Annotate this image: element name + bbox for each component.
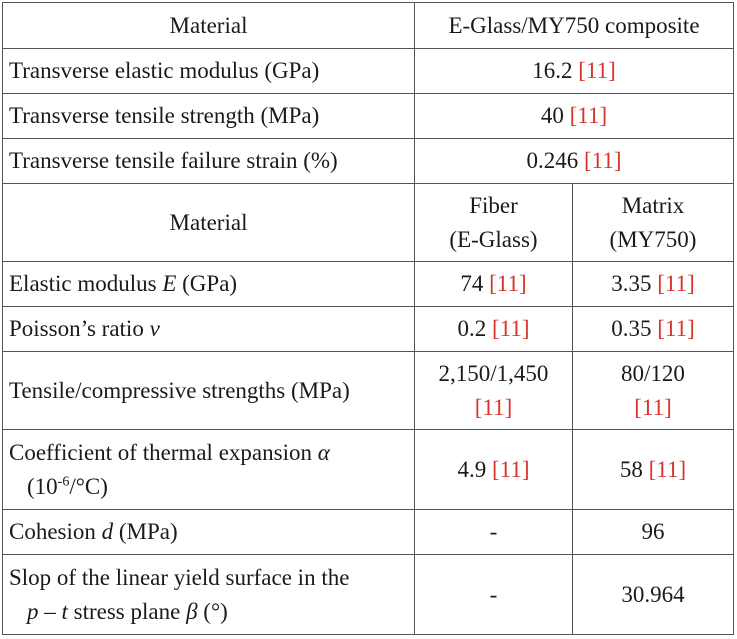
header-material-2: Material	[2, 183, 415, 262]
reference-link[interactable]: [11]	[657, 271, 695, 296]
row-label: Transverse tensile strength (MPa)	[2, 93, 415, 139]
matrix-value: 80/120 [11]	[572, 351, 734, 430]
fiber-value: -	[414, 509, 573, 555]
matrix-value: 3.35 [11]	[572, 261, 734, 307]
row-value: 0.246 [11]	[414, 138, 734, 184]
fiber-value: 74 [11]	[414, 261, 573, 307]
row-label: Transverse tensile failure strain (%)	[2, 138, 415, 184]
reference-link[interactable]: [11]	[492, 316, 530, 341]
matrix-value: 58 [11]	[572, 429, 734, 510]
table-row: Slop of the linear yield surface in the p…	[2, 554, 734, 635]
table-row: Coefficient of thermal expansion α (10-6/…	[2, 429, 734, 510]
row-label: Slop of the linear yield surface in the p…	[2, 554, 415, 635]
reference-link[interactable]: [11]	[578, 58, 616, 83]
table-row: Transverse elastic modulus (GPa) 16.2 [1…	[2, 48, 734, 94]
reference-link[interactable]: [11]	[492, 456, 530, 482]
matrix-value: 30.964	[572, 554, 734, 635]
table-row: Transverse tensile strength (MPa) 40 [11…	[2, 93, 734, 139]
table-row: Tensile/compressive strengths (MPa) 2,15…	[2, 351, 734, 430]
table-row: Elastic modulus E (GPa) 74 [11] 3.35 [11…	[2, 261, 734, 307]
fiber-value: -	[414, 554, 573, 635]
row-label: Poisson’s ratio ν	[2, 306, 415, 352]
reference-link[interactable]: [11]	[648, 456, 687, 482]
row-label: Transverse elastic modulus (GPa)	[2, 48, 415, 94]
row-value: 40 [11]	[414, 93, 734, 139]
row-label: Tensile/compressive strengths (MPa)	[2, 351, 415, 430]
reference-link[interactable]: [11]	[569, 103, 608, 128]
header-composite: E-Glass/MY750 composite	[414, 2, 734, 49]
row-label: Coefficient of thermal expansion α (10-6/…	[2, 429, 415, 510]
table-row: Transverse tensile failure strain (%) 0.…	[2, 138, 734, 184]
row-label: Elastic modulus E (GPa)	[2, 261, 415, 307]
row-value: 16.2 [11]	[414, 48, 734, 94]
header-fiber: Fiber (E-Glass)	[414, 183, 573, 262]
reference-link[interactable]: [11]	[634, 394, 672, 420]
header-material: Material	[2, 2, 415, 49]
fiber-value: 2,150/1,450 [11]	[414, 351, 573, 430]
reference-link[interactable]: [11]	[474, 394, 513, 420]
table-row: Cohesion d (MPa) - 96	[2, 509, 734, 555]
table-row: Material Fiber (E-Glass) Matrix (MY750)	[2, 183, 734, 262]
reference-link[interactable]: [11]	[489, 271, 527, 296]
table-row: Material E-Glass/MY750 composite	[2, 2, 734, 49]
table-row: Poisson’s ratio ν 0.2 [11] 0.35 [11]	[2, 306, 734, 352]
fiber-value: 4.9 [11]	[414, 429, 573, 510]
reference-link[interactable]: [11]	[584, 148, 622, 173]
header-matrix: Matrix (MY750)	[572, 183, 734, 262]
matrix-value: 0.35 [11]	[572, 306, 734, 352]
fiber-value: 0.2 [11]	[414, 306, 573, 352]
matrix-value: 96	[572, 509, 734, 555]
row-label: Cohesion d (MPa)	[2, 509, 415, 555]
reference-link[interactable]: [11]	[657, 316, 695, 341]
